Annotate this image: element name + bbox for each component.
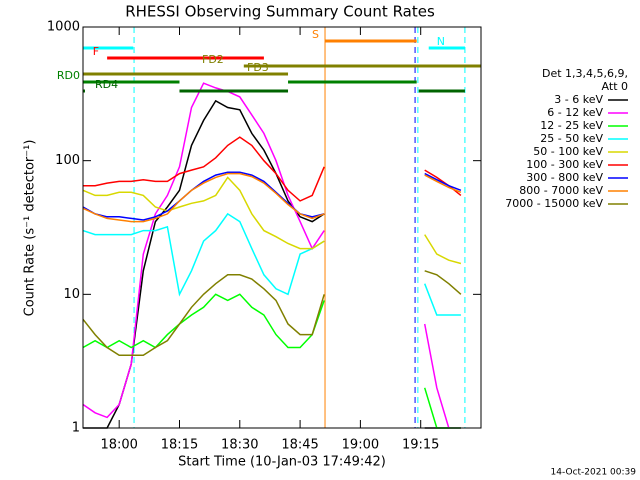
flag-label: FD2	[202, 53, 224, 66]
plot-frame	[82, 26, 482, 429]
series-line	[82, 172, 462, 223]
legend-label: 100 - 300 keV	[526, 158, 603, 171]
series-line	[82, 171, 462, 221]
y-tick-label: 1	[72, 421, 80, 436]
x-tick-label: 19:00	[342, 438, 379, 453]
series-line	[82, 176, 462, 265]
footer: 14-Oct-2021 00:39	[551, 468, 637, 478]
y-tick-label: 10	[63, 287, 80, 302]
flag-label: RD0	[57, 69, 80, 82]
flag-label: S	[312, 28, 319, 41]
legend-label: 6 - 12 keV	[547, 106, 603, 119]
x-tick-label: 18:15	[161, 438, 198, 453]
x-tick-label: 18:00	[100, 438, 137, 453]
legend-label: 3 - 6 keV	[554, 93, 603, 106]
legend-header: Att 0	[602, 80, 628, 93]
y-tick-label: 1000	[47, 20, 80, 35]
flag-label: RD4	[95, 78, 118, 91]
legend-header: Det 1,3,4,5,6,9,	[542, 67, 628, 80]
legend-label: 7000 - 15000 keV	[505, 197, 603, 210]
series-line	[82, 212, 461, 316]
legend-label: 800 - 7000 keV	[519, 184, 603, 197]
legend-label: 25 - 50 keV	[540, 132, 603, 145]
flag-label: F	[93, 45, 99, 58]
flag-label: N	[437, 35, 445, 48]
x-tick-label: 19:15	[402, 438, 439, 453]
legend-label: 12 - 25 keV	[540, 119, 603, 132]
x-tick-label: 18:30	[221, 438, 258, 453]
flag-label: FD3	[247, 61, 269, 74]
legend-label: 300 - 800 keV	[526, 171, 603, 184]
series-line	[82, 270, 462, 357]
x-axis-label: Start Time (10-Jan-03 17:49:42)	[178, 455, 386, 470]
legend-label: 50 - 100 keV	[533, 145, 603, 158]
x-tick-label: 18:45	[281, 438, 318, 453]
y-axis-label: Count Rate (s⁻¹ detector⁻¹)	[23, 140, 38, 317]
chart-title: RHESSI Observing Summary Count Rates	[125, 3, 435, 21]
y-tick-label: 100	[55, 153, 80, 168]
